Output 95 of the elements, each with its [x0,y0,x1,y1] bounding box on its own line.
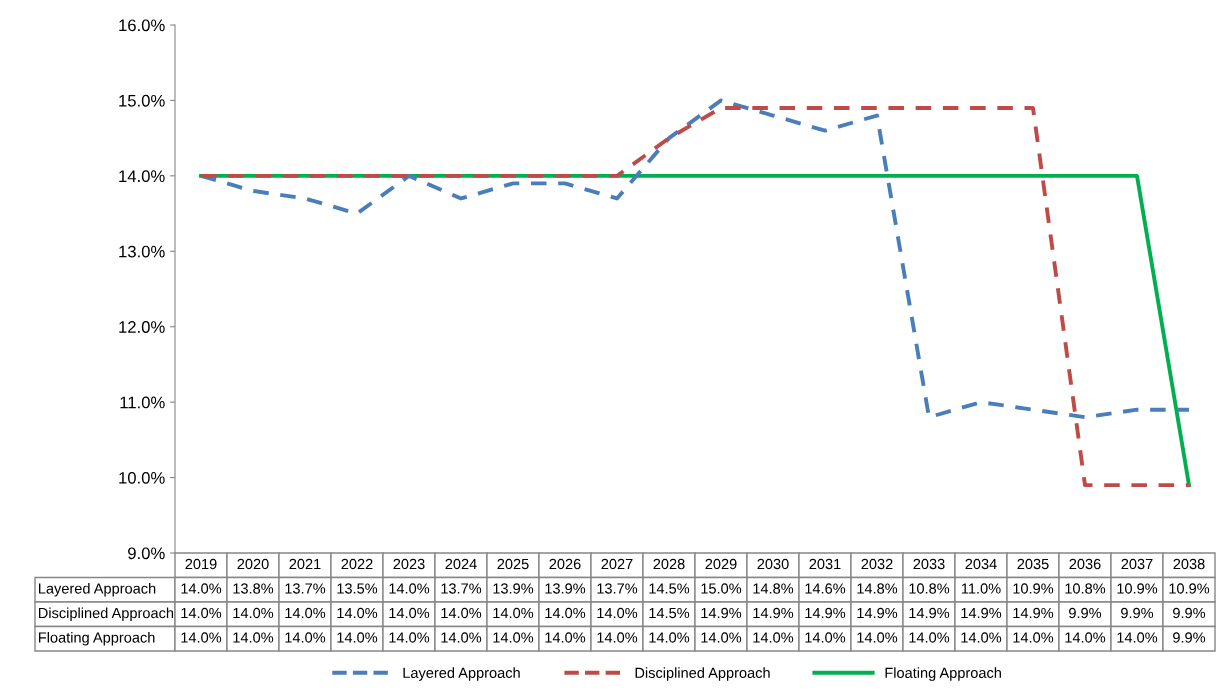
data-label: 14.9% [857,607,898,619]
text: Disciplined Approach [39,607,174,622]
data-label: 14.0% [805,632,846,643]
data-label: 14.0% [1117,632,1158,643]
data-label: 14.0% [181,607,222,619]
x-tick-label: 2021 [289,558,321,570]
data-label: 14.0% [1065,632,1106,643]
data-label: 14.9% [701,607,742,619]
data-label: 9.9% [1173,632,1206,643]
x-tick-label: 2025 [497,558,529,570]
x-tick-label: 2034 [965,558,997,570]
y-tick-label: 12.0% [119,321,165,333]
data-label: 10.9% [1117,583,1158,594]
data-label: 10.9% [1169,583,1210,594]
data-label: 14.0% [597,607,638,619]
data-label: 10.8% [1065,583,1106,594]
data-label: 14.0% [285,607,326,619]
x-tick-label: 2019 [185,558,217,570]
data-label: 14.0% [181,583,222,594]
data-label: 14.5% [649,583,690,594]
data-label: 14.0% [337,632,378,643]
data-label: 14.0% [961,632,1002,643]
data-label: 14.9% [805,607,846,619]
x-tick-label: 2031 [809,558,841,570]
data-label: 14.5% [649,607,690,619]
x-tick-label: 2037 [1121,558,1153,570]
x-tick-label: 2036 [1069,558,1101,570]
data-label: 10.9% [1013,583,1054,594]
data-label: 13.8% [233,583,274,594]
legend-label: Floating Approach [885,667,1001,681]
data-label: 14.0% [337,607,378,619]
legend-label: Layered Approach [403,667,520,681]
data-label: 13.7% [597,583,638,594]
y-tick-label: 14.0% [119,170,165,183]
y-tick-label: 9.0% [128,547,165,560]
data-label: 9.9% [1173,607,1206,619]
data-label: 14.0% [441,607,482,619]
data-label: 14.0% [909,632,950,643]
data-label: 14.0% [545,607,586,619]
data-label: 14.0% [285,632,326,643]
data-label: 14.0% [441,632,482,643]
data-label: 14.0% [597,632,638,643]
data-label: 14.6% [805,583,846,594]
data-label: 10.8% [909,583,950,594]
data-label: 14.0% [389,607,430,619]
line-series [199,106,1191,488]
data-label: 13.9% [493,583,534,594]
y-tick-label: 10.0% [119,471,165,484]
legend-label: Disciplined Approach [635,667,770,681]
data-label: 14.8% [753,583,794,594]
text: Floating Approach [39,631,155,646]
data-label: 9.9% [1121,607,1154,619]
data-label: 14.0% [753,632,794,643]
data-label: 14.0% [701,632,742,643]
x-tick-label: 2032 [861,558,893,570]
x-tick-label: 2026 [549,558,581,570]
x-tick-label: 2035 [1017,558,1049,570]
x-tick-label: 2030 [757,558,789,570]
y-tick-label: 11.0% [120,396,165,409]
x-tick-label: 2028 [653,558,685,570]
text: Layered Approach [39,582,156,597]
data-label: 14.9% [753,607,794,619]
data-label: 14.0% [389,632,430,643]
data-label: 14.9% [1013,607,1054,619]
data-label: 15.0% [701,583,742,594]
data-label: 13.7% [285,583,326,594]
data-label: 9.9% [1069,607,1102,619]
data-label: 14.0% [1013,632,1054,643]
data-label: 14.9% [909,607,950,619]
data-label: 14.0% [389,583,430,594]
data-label: 14.0% [493,632,534,643]
data-label: 13.9% [545,583,586,594]
data-label: 14.0% [233,632,274,643]
y-tick-label: 16.0% [119,19,165,32]
x-tick-label: 2027 [601,558,633,570]
x-tick-label: 2033 [913,558,945,570]
data-label: 14.0% [857,632,898,643]
x-tick-label: 2038 [1173,558,1205,570]
data-label: 14.0% [649,632,690,643]
data-label: 11.0% [961,583,1001,594]
data-label: 13.5% [337,583,378,594]
data-label: 14.8% [857,583,898,594]
data-label: 13.7% [441,583,482,594]
data-label: 14.0% [181,632,222,643]
x-tick-label: 2022 [341,558,373,570]
y-tick-label: 13.0% [119,245,165,258]
data-label: 14.0% [545,632,586,643]
x-tick-label: 2024 [445,558,477,570]
data-label: 14.9% [961,607,1002,619]
x-tick-label: 2023 [393,558,425,570]
data-label: 14.0% [493,607,534,619]
x-tick-label: 2020 [237,558,269,570]
data-label: 14.0% [233,607,274,619]
y-tick-label: 15.0% [119,94,165,107]
x-tick-label: 2029 [705,558,737,570]
